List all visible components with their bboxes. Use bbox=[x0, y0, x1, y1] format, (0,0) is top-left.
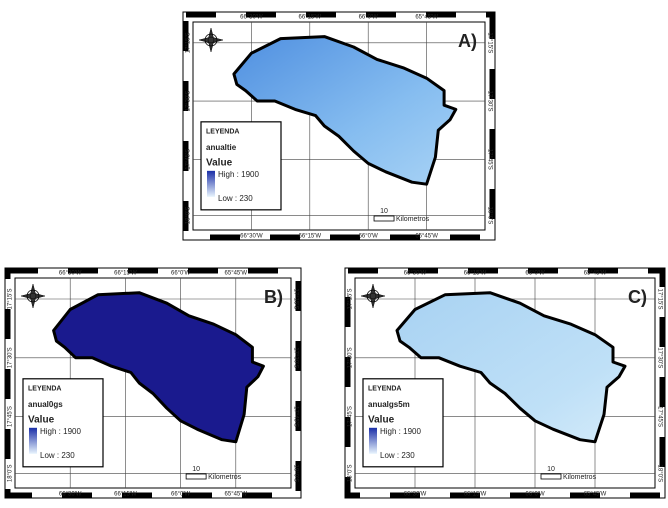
watershed bbox=[395, 291, 627, 444]
scale-distance: 10 bbox=[192, 466, 200, 473]
north-arrow-ring bbox=[204, 33, 218, 47]
scale-bar bbox=[540, 473, 562, 480]
map-panel: 66°30'W 66°30'W 66°15'W 66°15'W 66°0'W 66°0'W… bbox=[4, 267, 302, 499]
longitude-label: 66°30'W bbox=[240, 15, 263, 21]
latitude-label: 18°0'S bbox=[292, 465, 298, 483]
longitude-label: 65°45'W bbox=[225, 492, 248, 498]
neatline bbox=[5, 268, 301, 498]
north-arrow bbox=[360, 283, 386, 309]
north-arrow-ring bbox=[366, 289, 380, 303]
latitude-label: 17°15'S bbox=[8, 289, 14, 310]
latitude-label: 18°0'S bbox=[8, 465, 14, 483]
legend-title: LEYENDA bbox=[28, 386, 61, 393]
latitude-label: 17°15'S bbox=[186, 32, 192, 53]
longitude-label: 65°45'W bbox=[584, 492, 607, 498]
latitude-label: 17°15'S bbox=[292, 289, 298, 310]
scale-unit: Kilometros bbox=[396, 216, 430, 223]
latitude-label: 17°45'S bbox=[486, 149, 492, 170]
latitude-label: 17°45'S bbox=[186, 149, 192, 170]
longitude-label: 66°0'W bbox=[525, 271, 545, 277]
legend-layer: anualtie bbox=[206, 143, 237, 152]
scale-unit: Kilometros bbox=[208, 474, 242, 481]
neatline bbox=[345, 268, 665, 498]
map-panel: 66°30'W 66°30'W 66°15'W 66°15'W 66°0'W 66°0'W… bbox=[182, 11, 496, 241]
legend-layer: anualgs5m bbox=[368, 400, 410, 409]
legend-ramp bbox=[207, 170, 215, 197]
longitude-label: 65°45'W bbox=[415, 234, 438, 240]
watershed bbox=[52, 291, 265, 444]
scale-unit: Kilometros bbox=[563, 474, 597, 481]
longitude-label: 66°30'W bbox=[404, 492, 427, 498]
north-arrow bbox=[20, 283, 46, 309]
latitude-label: 18°0'S bbox=[186, 207, 192, 225]
map-panel: 66°30'W 66°30'W 66°15'W 66°15'W 66°0'W 66°0'W… bbox=[344, 267, 666, 499]
scale-distance: 10 bbox=[380, 208, 388, 215]
latitude-label: 17°15'S bbox=[656, 289, 662, 310]
longitude-label: 66°15'W bbox=[114, 492, 137, 498]
longitude-label: 66°30'W bbox=[59, 492, 82, 498]
longitude-label: 66°15'W bbox=[464, 492, 487, 498]
longitude-label: 66°15'W bbox=[299, 15, 322, 21]
legend-heading: Value bbox=[206, 157, 233, 168]
longitude-label: 66°30'W bbox=[404, 271, 427, 277]
scale-bar bbox=[373, 215, 395, 222]
panel-label: B) bbox=[264, 287, 283, 307]
north-arrow bbox=[198, 27, 224, 53]
latitude-label: 17°30'S bbox=[186, 91, 192, 112]
legend-low: Low : 230 bbox=[380, 451, 415, 460]
legend-high: High : 1900 bbox=[218, 170, 259, 179]
latitude-label: 17°45'S bbox=[656, 406, 662, 427]
longitude-label: 66°15'W bbox=[114, 271, 137, 277]
legend-low: Low : 230 bbox=[40, 451, 75, 460]
longitude-label: 66°30'W bbox=[59, 271, 82, 277]
legend-heading: Value bbox=[368, 414, 395, 425]
latitude-label: 17°45'S bbox=[348, 406, 354, 427]
scale-bar bbox=[185, 473, 207, 480]
latitude-label: 18°0'S bbox=[656, 465, 662, 483]
legend-title: LEYENDA bbox=[368, 386, 401, 393]
legend-high: High : 1900 bbox=[40, 427, 81, 436]
neatline bbox=[183, 12, 495, 240]
longitude-label: 66°15'W bbox=[464, 271, 487, 277]
watershed bbox=[232, 35, 458, 186]
latitude-label: 17°45'S bbox=[8, 406, 14, 427]
panel-label: C) bbox=[628, 287, 647, 307]
longitude-label: 66°30'W bbox=[240, 234, 263, 240]
latitude-label: 17°45'S bbox=[292, 406, 298, 427]
legend-layer: anual0gs bbox=[28, 400, 63, 409]
latitude-label: 17°30'S bbox=[348, 347, 354, 368]
legend-high: High : 1900 bbox=[380, 427, 421, 436]
legend-heading: Value bbox=[28, 414, 55, 425]
latitude-label: 17°15'S bbox=[486, 32, 492, 53]
latitude-label: 18°0'S bbox=[348, 465, 354, 483]
longitude-label: 66°15'W bbox=[299, 234, 322, 240]
north-arrow-ring bbox=[26, 289, 40, 303]
latitude-label: 17°30'S bbox=[486, 91, 492, 112]
latitude-label: 18°0'S bbox=[486, 207, 492, 225]
longitude-label: 65°45'W bbox=[225, 271, 248, 277]
latitude-label: 17°30'S bbox=[656, 347, 662, 368]
longitude-label: 66°0'W bbox=[171, 492, 191, 498]
latitude-label: 17°30'S bbox=[8, 347, 14, 368]
legend-ramp bbox=[29, 427, 37, 454]
longitude-label: 66°0'W bbox=[359, 15, 379, 21]
longitude-label: 66°0'W bbox=[525, 492, 545, 498]
longitude-label: 65°45'W bbox=[584, 271, 607, 277]
legend-low: Low : 230 bbox=[218, 194, 253, 203]
longitude-label: 65°45'W bbox=[415, 15, 438, 21]
longitude-label: 66°0'W bbox=[359, 234, 379, 240]
legend-ramp bbox=[369, 427, 377, 454]
panel-label: A) bbox=[458, 31, 477, 51]
longitude-label: 66°0'W bbox=[171, 271, 191, 277]
legend-title: LEYENDA bbox=[206, 129, 239, 136]
scale-distance: 10 bbox=[547, 466, 555, 473]
latitude-label: 17°15'S bbox=[348, 289, 354, 310]
latitude-label: 17°30'S bbox=[292, 347, 298, 368]
